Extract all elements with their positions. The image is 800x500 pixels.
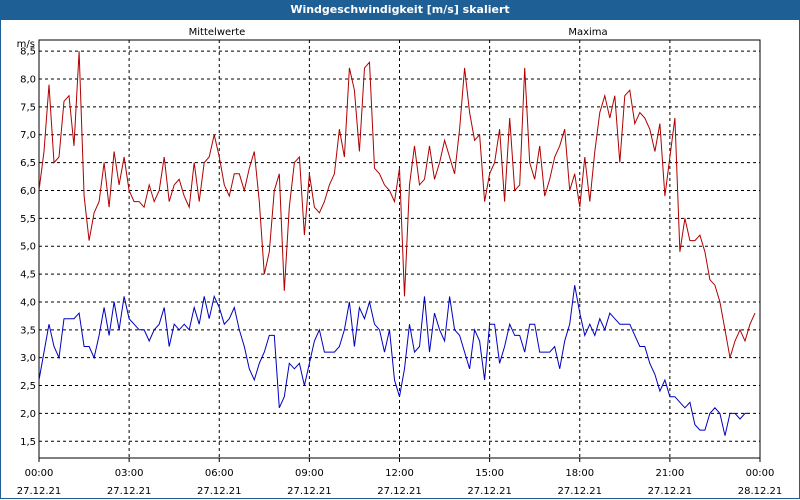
x-tick-date: 27.12.21 [287,486,332,497]
x-tick-time: 18:00 [565,468,594,479]
y-tick-label: 3,0 [20,353,36,364]
x-tick-time: 09:00 [295,468,324,479]
x-tick-date: 27.12.21 [377,486,422,497]
y-tick-label: 7,5 [20,102,36,113]
y-tick-label: 8,5 [20,47,36,58]
series-lines [38,51,756,436]
x-tick-time: 00:00 [746,468,775,479]
x-tick-date: 27.12.21 [648,486,693,497]
y-tick-labels: 1,5 2,0 2,5 3,0 3,5 4,0 4,5 5,0 5,5 6,0 6,5 7,0 7,5 8… [20,47,36,448]
chart-title: Windgeschwindigkeit [m/s] skaliert [0,0,800,20]
x-tick-date: 27.12.21 [107,486,152,497]
y-tick-label: 4,0 [20,297,36,308]
y-tick-label: 2,5 [20,381,36,392]
y-tick-label: 1,5 [20,437,36,448]
x-tick-date: 27.12.21 [557,486,602,497]
plot-border [38,39,761,459]
legend-mittelwerte: Mittelwerte [189,27,246,38]
x-tick-date: 27.12.21 [197,486,242,497]
y-tick-label: 4,5 [20,270,36,281]
x-tick-time: 21:00 [655,468,684,479]
plot-area-border [38,39,761,459]
y-axis-unit-label: m/s [17,39,35,50]
y-tick-label: 8,0 [20,75,36,86]
x-tick-time: 03:00 [115,468,144,479]
y-tick-label: 6,0 [20,186,36,197]
legend-maxima: Maxima [568,27,607,38]
x-tick-date: 27.12.21 [467,486,512,497]
x-tick-labels: 00:00 27.12.21 03:00 27.12.21 06:00 27.12.21 0… [17,468,783,497]
series-line-mittelwerte [38,285,750,436]
x-tick-time: 00:00 [25,468,54,479]
y-tick-label: 7,0 [20,130,36,141]
x-tick-time: 12:00 [385,468,414,479]
y-tick-label: 5,0 [20,242,36,253]
y-tick-label: 2,0 [20,409,36,420]
grid-lines [38,40,761,462]
y-tick-label: 3,5 [20,325,36,336]
x-tick-date: 28.12.21 [738,486,783,497]
x-tick-date: 27.12.21 [17,486,62,497]
y-tick-label: 6,5 [20,158,36,169]
x-tick-time: 06:00 [205,468,234,479]
y-tick-label: 5,5 [20,214,36,225]
series-line-maxima [38,51,756,358]
x-tick-time: 15:00 [475,468,504,479]
